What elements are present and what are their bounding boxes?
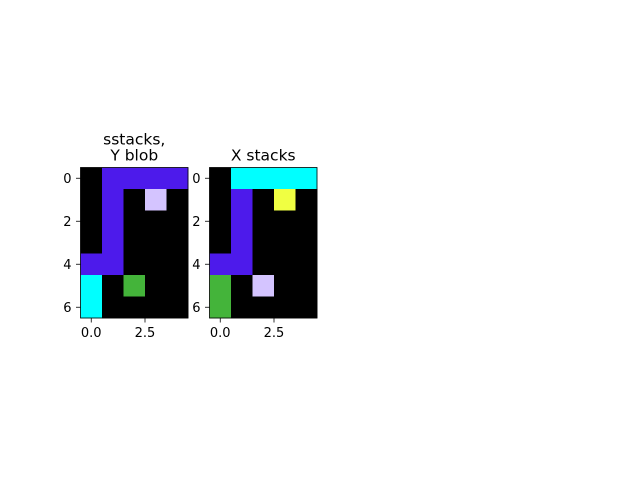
heatmap-cell [166,253,189,276]
heatmap-cell [295,167,318,190]
heatmap-cell [274,275,296,297]
heatmap-cell [231,167,253,190]
x-tick-label: 2.5 [135,326,156,341]
heatmap-cell [123,210,146,233]
heatmap-cell [274,210,296,233]
heatmap-cell [274,296,296,319]
chart-title-line: sstacks, [103,131,165,149]
heatmap-cell [166,167,189,190]
heatmap-cell [123,253,146,276]
heatmap-cell [166,296,189,319]
y-tick-label: 6 [192,301,200,316]
y-tick-label: 4 [192,258,200,273]
y-tick-label: 2 [63,215,71,230]
y-tick-label: 0 [63,172,71,187]
heatmap-cell [166,275,189,297]
heatmap-cell [295,232,318,254]
heatmap-cell [145,275,167,297]
heatmap-cell [123,232,146,254]
axes-frame [80,167,189,319]
heatmap-cell [123,275,146,297]
chart-title-line: Y blob [109,147,158,165]
heatmap-cell [166,189,189,211]
axes-frame [209,167,318,319]
heatmap-cell [123,296,146,319]
y-tick-label: 2 [192,215,200,230]
panel-1: 0.0 2.5 0 2 4 6 sstacks, Y blob [63,131,189,341]
heatmap-cell [209,189,232,211]
heatmap-cell [231,189,253,211]
heatmap-cell [102,210,124,233]
x-tick-label: 0.0 [81,326,102,341]
heatmap-cell [231,296,253,319]
heatmap-cell [274,232,296,254]
heatmap-cell [295,296,318,319]
heatmap-cell [102,167,124,190]
heatmap-cell [231,275,253,297]
heatmap-cell [295,253,318,276]
heatmap-cell [274,253,296,276]
chart-title: sstacks, Y blob [103,131,165,165]
heatmap-cell [102,296,124,319]
heatmap-cell [209,210,232,233]
heatmap-cell [209,296,232,319]
panels: 0.0 2.5 0 2 4 6 sstacks, Y blob 0.0 2.5 0 2 4 6 X stac… [63,131,318,341]
heatmap-cell [295,275,318,297]
heatmap-cell [80,296,103,319]
heatmap-cell [231,232,253,254]
heatmap-cell [80,232,103,254]
heatmap-cell [80,253,103,276]
heatmap-cell [145,232,167,254]
y-tick-label: 6 [63,301,71,316]
heatmap-cell [295,210,318,233]
heatmap-cell [252,232,275,254]
heatmap-cell [145,296,167,319]
heatmap-cell [231,253,253,276]
heatmap-cell [166,232,189,254]
heatmap-cell [102,275,124,297]
heatmap-cell [274,189,296,211]
heatmap-cell [252,275,275,297]
heatmap-cell [209,167,232,190]
heatmap-cell [80,210,103,233]
heatmap-cell [80,189,103,211]
heatmap-cell [209,253,232,276]
heatmap-cell [123,167,146,190]
heatmap-cell [252,253,275,276]
heatmap-cell [252,167,275,190]
heatmap-cell [295,189,318,211]
y-tick-label: 4 [63,258,71,273]
y-tick-label: 0 [192,172,200,187]
heatmap-cell [102,232,124,254]
panel-2: 0.0 2.5 0 2 4 6 X stacks [192,147,318,341]
heatmap-cell [102,253,124,276]
heatmap-cell [80,275,103,297]
heatmap-cell [145,167,167,190]
heatmap-cell [252,296,275,319]
heatmap-cell [145,210,167,233]
heatmap-cell [123,189,146,211]
x-tick-label: 2.5 [264,326,285,341]
heatmap-cell [274,167,296,190]
chart-title-line: X stacks [231,147,296,165]
heatmap-cell [145,253,167,276]
heatmap-cell [145,189,167,211]
heatmap-cell [209,275,232,297]
heatmap-cell [252,210,275,233]
chart-title: X stacks [231,147,296,165]
heatmap-cell [231,210,253,233]
heatmap-cell [209,232,232,254]
x-tick-label: 0.0 [210,326,231,341]
heatmap-cell [166,210,189,233]
heatmap-cell [252,189,275,211]
heatmap-cell [102,189,124,211]
heatmap-cell [80,167,103,190]
